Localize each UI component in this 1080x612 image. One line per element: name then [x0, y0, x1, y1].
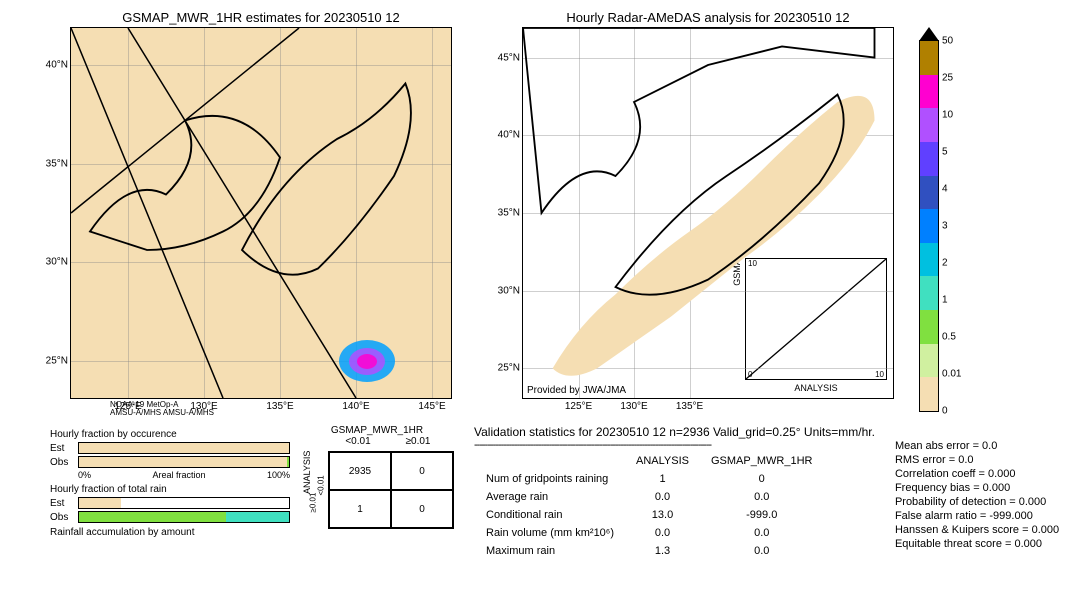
stats-row: Maximum rain1.30.0: [476, 543, 822, 559]
left-map-title: GSMAP_MWR_1HR estimates for 20230510 12: [70, 10, 452, 25]
right-map-section: Hourly Radar-AMeDAS analysis for 2023051…: [522, 10, 894, 417]
frac-obs-occ: Obs: [50, 456, 290, 468]
colorbar-tick: 0.5: [938, 332, 956, 343]
frac-title-1: Hourly fraction by occurence: [50, 429, 290, 440]
fraction-bars: Hourly fraction by occurence Est Obs 0% …: [50, 425, 290, 561]
colorbar-tick: 1: [938, 295, 948, 306]
metrics-list: ---- Mean abs error = 0.0RMS error = 0.0…: [895, 425, 1059, 561]
stats-header: Validation statistics for 20230510 12 n=…: [474, 425, 875, 439]
bottom-row: Hourly fraction by occurence Est Obs 0% …: [10, 425, 1070, 561]
colorbar-tick: 50: [938, 36, 953, 47]
stats-row: Rain volume (mm km²10⁶)0.00.0: [476, 525, 822, 541]
ct-cell-11: 2935: [329, 452, 391, 490]
metric-line: False alarm ratio = -999.000: [895, 509, 1059, 523]
metric-line: Frequency bias = 0.000: [895, 481, 1059, 495]
colorbar-tick: 3: [938, 221, 948, 232]
frac-est-tot: Est: [50, 497, 290, 509]
contingency-table: GSMAP_MWR_1HR ANALYSIS <0.01 ≥0.01 <0.01…: [300, 425, 454, 561]
ct-cell-21: 1: [329, 490, 391, 528]
colorbar-tick: 10: [938, 110, 953, 121]
stats-table-section: Validation statistics for 20230510 12 n=…: [474, 425, 875, 561]
colorbar-tick: 4: [938, 184, 948, 195]
right-map-title: Hourly Radar-AMeDAS analysis for 2023051…: [522, 10, 894, 25]
stats-table: ANALYSIS GSMAP_MWR_1HR Num of gridpoints…: [474, 451, 824, 561]
metric-line: RMS error = 0.0: [895, 453, 1059, 467]
metric-line: Equitable threat score = 0.000: [895, 537, 1059, 551]
metric-line: Correlation coeff = 0.000: [895, 467, 1059, 481]
colorbar: 502510543210.50.010: [919, 40, 939, 412]
colorbar-tick: 0: [938, 406, 948, 417]
left-map-frame: 25°N30°N35°N40°N125°E130°E135°E140°E145°…: [70, 27, 452, 399]
metric-line: Mean abs error = 0.0: [895, 439, 1059, 453]
frac-obs-tot: Obs: [50, 511, 290, 523]
colorbar-tick: 25: [938, 73, 953, 84]
divider-1: ----------------------------------------…: [474, 439, 875, 451]
colorbar-tick: 0.01: [938, 369, 961, 380]
metric-line: Probability of detection = 0.000: [895, 495, 1059, 509]
ct-col-header: GSMAP_MWR_1HR: [300, 425, 454, 436]
frac-title-3: Rainfall accumulation by amount: [50, 527, 290, 538]
ct-cell-12: 0: [391, 452, 453, 490]
colorbar-tick: 2: [938, 258, 948, 269]
frac-est-occ: Est: [50, 442, 290, 454]
frac-title-2: Hourly fraction of total rain: [50, 484, 290, 495]
colorbar-arrow-icon: [919, 27, 939, 41]
top-row: GSMAP_MWR_1HR estimates for 20230510 12 …: [10, 10, 1070, 417]
stats-row: Num of gridpoints raining10: [476, 471, 822, 487]
right-map-frame: Provided by JWA/JMA 0 10 10 ANALYSIS GSM…: [522, 27, 894, 399]
ct-cell-22: 0: [391, 490, 453, 528]
metric-line: Hanssen & Kuipers score = 0.000: [895, 523, 1059, 537]
stats-row: Average rain0.00.0: [476, 489, 822, 505]
colorbar-tick: 5: [938, 147, 948, 158]
stats-row: Conditional rain13.0-999.0: [476, 507, 822, 523]
left-map-section: GSMAP_MWR_1HR estimates for 20230510 12 …: [70, 10, 452, 417]
